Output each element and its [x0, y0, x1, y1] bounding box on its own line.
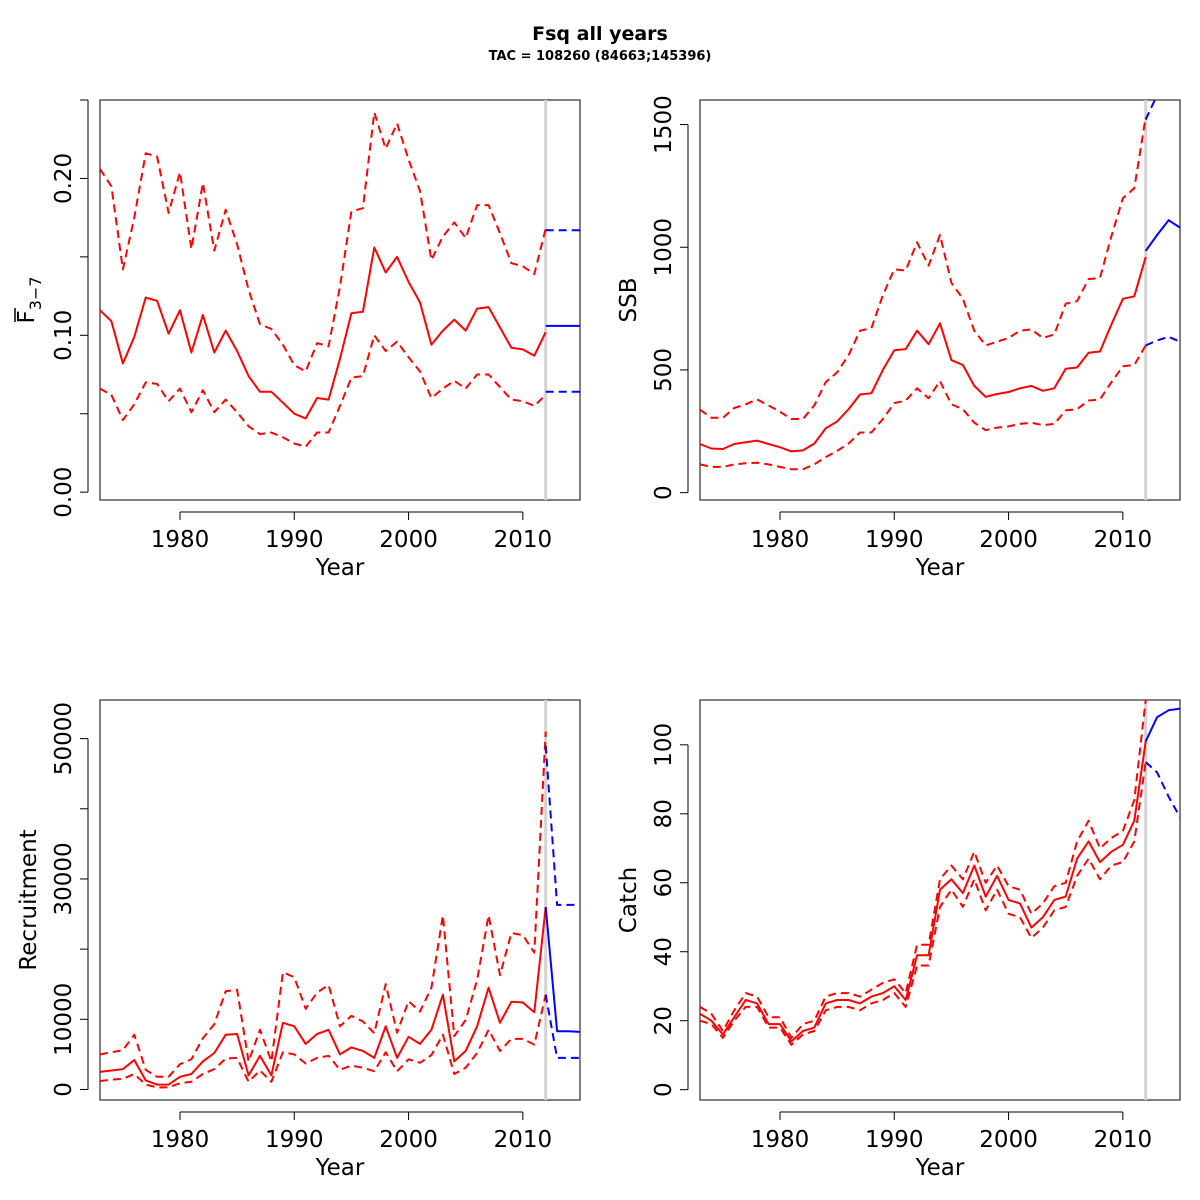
y-tick-label: 500	[651, 348, 677, 392]
x-axis: 1980 1990 2000 2010	[151, 1111, 553, 1153]
x-axis: 1980 1990 2000 2010	[751, 1111, 1153, 1153]
y-axis: 0 500 1000 1500	[651, 95, 689, 500]
estimate-line-0	[100, 246, 547, 420]
y-tick-label: 0.20	[51, 153, 77, 204]
panel-ssb: 1980 1990 2000 2010 0 500 1000 1500 Year SSB	[616, 95, 1181, 581]
forecast-bound-5	[1145, 335, 1180, 347]
y-axis-label: Catch	[616, 867, 642, 933]
x-tick-label: 1990	[865, 1127, 924, 1153]
y-tick-label: 0.00	[51, 467, 77, 518]
estimate-bound-2	[700, 761, 1147, 1046]
panel-f: 1980 1990 2000 2010 0.00 0.10 0.20 Year F3−7	[14, 99, 581, 581]
estimate-bound-1	[700, 700, 1147, 1039]
y-tick-label: 1500	[651, 95, 677, 154]
estimate-bound-2	[100, 334, 547, 448]
x-tick-label: 2000	[379, 527, 438, 553]
plot-frame	[699, 699, 1181, 1101]
x-axis-label: Year	[915, 1155, 965, 1181]
forecast-bound-4	[1144, 100, 1156, 121]
x-axis: 1980 1990 2000 2010	[151, 511, 553, 553]
x-axis-label: Year	[915, 555, 965, 581]
x-axis: 1980 1990 2000 2010	[751, 511, 1153, 553]
y-tick-label: 10000	[51, 983, 77, 1056]
x-tick-label: 2000	[979, 1127, 1038, 1153]
series-layer	[100, 111, 580, 448]
y-axis-label: F3−7	[14, 277, 45, 324]
panel-catch: 1980 1990 2000 2010 0 20 40 60 80 100 Year Catch	[616, 699, 1181, 1181]
y-tick-label: 30000	[51, 842, 77, 915]
series-layer	[100, 731, 580, 1089]
y-axis-label: SSB	[616, 278, 642, 323]
estimate-bound-1	[100, 731, 547, 1078]
forecast-line-3	[1144, 219, 1180, 252]
plot-frame	[699, 99, 1181, 501]
x-tick-label: 1990	[265, 527, 324, 553]
x-tick-label: 1980	[151, 1127, 210, 1153]
y-axis-label-main: F	[14, 310, 40, 323]
estimate-bound-1	[700, 117, 1147, 420]
y-tick-label: 60	[651, 868, 677, 897]
y-tick-label: 0	[51, 1082, 77, 1097]
x-tick-label: 2000	[979, 527, 1038, 553]
y-tick-label: 1000	[651, 218, 677, 277]
estimate-bound-1	[100, 111, 547, 373]
x-tick-label: 2010	[1094, 1127, 1153, 1153]
panel-recruitment: 1980 1990 2000 2010 0 10000 30000 50000 Year R…	[16, 699, 581, 1181]
y-axis: 0.00 0.10 0.20	[51, 99, 89, 518]
y-axis-label-subscript: 3−7	[26, 277, 45, 311]
y-tick-label: 0.10	[51, 310, 77, 361]
x-tick-label: 2000	[379, 1127, 438, 1153]
estimate-line-0	[700, 741, 1147, 1043]
x-tick-label: 1980	[751, 1127, 810, 1153]
estimate-bound-2	[100, 994, 547, 1089]
y-tick-label: 20	[651, 1006, 677, 1035]
estimate-bound-2	[700, 344, 1147, 471]
estimate-line-0	[100, 906, 547, 1086]
y-tick-label: 80	[651, 799, 677, 828]
x-tick-label: 2010	[494, 1127, 553, 1153]
x-tick-label: 1990	[265, 1127, 324, 1153]
forecast-bound-4	[544, 745, 580, 906]
figure-title: Fsq all years	[532, 23, 668, 45]
x-tick-label: 1980	[151, 527, 210, 553]
y-tick-label: 50000	[51, 702, 77, 775]
y-axis: 0 10000 30000 50000	[51, 702, 89, 1097]
x-axis-label: Year	[315, 555, 365, 581]
series-layer	[700, 100, 1180, 471]
x-tick-label: 2010	[1094, 527, 1153, 553]
y-tick-label: 0	[651, 485, 677, 500]
series-layer	[700, 700, 1180, 1046]
figure-subtitle: TAC = 108260 (84663;145396)	[489, 49, 712, 64]
estimate-line-0	[700, 256, 1147, 453]
plot-frame	[99, 99, 581, 501]
plot-frame	[99, 699, 581, 1101]
y-tick-label: 100	[651, 723, 677, 767]
forecast-line-3	[1144, 707, 1180, 742]
y-tick-label: 40	[651, 937, 677, 966]
y-axis: 0 20 40 60 80 100	[651, 723, 689, 1097]
forecast-line-3	[544, 906, 580, 1033]
forecast-bound-5	[1145, 761, 1180, 818]
y-tick-label: 0	[651, 1082, 677, 1097]
forecast-bound-4	[1145, 700, 1148, 701]
forecast-bound-5	[544, 994, 580, 1059]
x-tick-label: 1980	[751, 527, 810, 553]
x-tick-label: 2010	[494, 527, 553, 553]
svg-text:F3−7: F3−7	[14, 277, 45, 324]
x-tick-label: 1990	[865, 527, 924, 553]
x-axis-label: Year	[315, 1155, 365, 1181]
y-axis-label: Recruitment	[16, 829, 42, 970]
